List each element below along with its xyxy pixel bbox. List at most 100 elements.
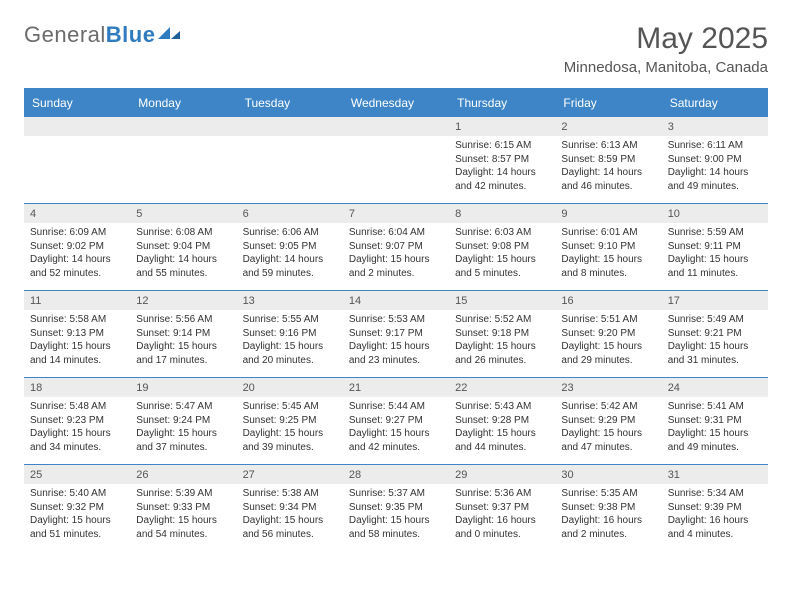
day-line: Sunset: 9:25 PM — [243, 414, 337, 428]
week-row: 25Sunrise: 5:40 AMSunset: 9:32 PMDayligh… — [24, 464, 768, 551]
day-line: Daylight: 15 hours and 56 minutes. — [243, 514, 337, 541]
day-body: Sunrise: 6:09 AMSunset: 9:02 PMDaylight:… — [24, 223, 130, 284]
day-cell: 8Sunrise: 6:03 AMSunset: 9:08 PMDaylight… — [449, 204, 555, 290]
day-cell — [343, 117, 449, 203]
day-line: Sunset: 9:13 PM — [30, 327, 124, 341]
day-line: Daylight: 14 hours and 46 minutes. — [561, 166, 655, 193]
day-line: Sunset: 9:17 PM — [349, 327, 443, 341]
day-line: Sunset: 9:38 PM — [561, 501, 655, 515]
day-line: Sunrise: 5:53 AM — [349, 313, 443, 327]
day-line: Sunrise: 5:48 AM — [30, 400, 124, 414]
day-line: Sunrise: 6:15 AM — [455, 139, 549, 153]
day-line: Daylight: 15 hours and 31 minutes. — [668, 340, 762, 367]
day-cell: 4Sunrise: 6:09 AMSunset: 9:02 PMDaylight… — [24, 204, 130, 290]
day-line: Sunrise: 6:08 AM — [136, 226, 230, 240]
day-number: 17 — [662, 291, 768, 310]
day-line: Sunset: 9:18 PM — [455, 327, 549, 341]
day-line: Daylight: 15 hours and 8 minutes. — [561, 253, 655, 280]
day-line: Sunset: 9:14 PM — [136, 327, 230, 341]
day-number: 3 — [662, 117, 768, 136]
day-body: Sunrise: 5:45 AMSunset: 9:25 PMDaylight:… — [237, 397, 343, 458]
day-line: Daylight: 14 hours and 49 minutes. — [668, 166, 762, 193]
day-line: Daylight: 15 hours and 14 minutes. — [30, 340, 124, 367]
day-number: 9 — [555, 204, 661, 223]
day-cell: 17Sunrise: 5:49 AMSunset: 9:21 PMDayligh… — [662, 291, 768, 377]
day-body: Sunrise: 6:08 AMSunset: 9:04 PMDaylight:… — [130, 223, 236, 284]
day-body: Sunrise: 6:06 AMSunset: 9:05 PMDaylight:… — [237, 223, 343, 284]
day-body: Sunrise: 6:03 AMSunset: 9:08 PMDaylight:… — [449, 223, 555, 284]
day-body: Sunrise: 6:04 AMSunset: 9:07 PMDaylight:… — [343, 223, 449, 284]
day-cell: 6Sunrise: 6:06 AMSunset: 9:05 PMDaylight… — [237, 204, 343, 290]
day-line: Sunrise: 5:39 AM — [136, 487, 230, 501]
day-line: Daylight: 15 hours and 37 minutes. — [136, 427, 230, 454]
day-cell: 18Sunrise: 5:48 AMSunset: 9:23 PMDayligh… — [24, 378, 130, 464]
day-line: Daylight: 14 hours and 55 minutes. — [136, 253, 230, 280]
day-line: Sunset: 9:11 PM — [668, 240, 762, 254]
location: Minnedosa, Manitoba, Canada — [564, 59, 768, 76]
day-line: Daylight: 15 hours and 23 minutes. — [349, 340, 443, 367]
day-line: Sunrise: 5:35 AM — [561, 487, 655, 501]
day-number: 15 — [449, 291, 555, 310]
day-line: Sunset: 9:07 PM — [349, 240, 443, 254]
day-line: Sunrise: 6:06 AM — [243, 226, 337, 240]
day-cell: 25Sunrise: 5:40 AMSunset: 9:32 PMDayligh… — [24, 465, 130, 551]
day-line: Sunset: 9:23 PM — [30, 414, 124, 428]
day-line: Sunrise: 5:47 AM — [136, 400, 230, 414]
day-line: Sunrise: 5:41 AM — [668, 400, 762, 414]
day-cell: 13Sunrise: 5:55 AMSunset: 9:16 PMDayligh… — [237, 291, 343, 377]
day-line: Sunset: 9:02 PM — [30, 240, 124, 254]
day-line: Sunset: 9:39 PM — [668, 501, 762, 515]
day-line: Sunset: 9:32 PM — [30, 501, 124, 515]
day-line: Sunrise: 5:52 AM — [455, 313, 549, 327]
week-row: 18Sunrise: 5:48 AMSunset: 9:23 PMDayligh… — [24, 377, 768, 464]
day-line: Daylight: 16 hours and 4 minutes. — [668, 514, 762, 541]
day-line: Sunrise: 6:03 AM — [455, 226, 549, 240]
title-block: May 2025 Minnedosa, Manitoba, Canada — [564, 22, 768, 76]
day-body — [237, 136, 343, 143]
day-line: Sunrise: 5:36 AM — [455, 487, 549, 501]
day-line: Daylight: 15 hours and 58 minutes. — [349, 514, 443, 541]
day-cell: 7Sunrise: 6:04 AMSunset: 9:07 PMDaylight… — [343, 204, 449, 290]
day-line: Sunset: 9:00 PM — [668, 153, 762, 167]
day-body: Sunrise: 6:11 AMSunset: 9:00 PMDaylight:… — [662, 136, 768, 197]
day-body: Sunrise: 5:41 AMSunset: 9:31 PMDaylight:… — [662, 397, 768, 458]
day-number: 16 — [555, 291, 661, 310]
day-line: Sunset: 9:10 PM — [561, 240, 655, 254]
day-body: Sunrise: 5:39 AMSunset: 9:33 PMDaylight:… — [130, 484, 236, 545]
day-cell: 22Sunrise: 5:43 AMSunset: 9:28 PMDayligh… — [449, 378, 555, 464]
day-cell — [237, 117, 343, 203]
day-cell: 15Sunrise: 5:52 AMSunset: 9:18 PMDayligh… — [449, 291, 555, 377]
calendar: SundayMondayTuesdayWednesdayThursdayFrid… — [24, 88, 768, 551]
day-number: 2 — [555, 117, 661, 136]
day-line: Daylight: 14 hours and 59 minutes. — [243, 253, 337, 280]
day-number: 30 — [555, 465, 661, 484]
day-line: Sunset: 9:35 PM — [349, 501, 443, 515]
day-number: 27 — [237, 465, 343, 484]
day-line: Sunset: 9:20 PM — [561, 327, 655, 341]
day-body — [24, 136, 130, 143]
day-line: Daylight: 15 hours and 2 minutes. — [349, 253, 443, 280]
day-cell: 28Sunrise: 5:37 AMSunset: 9:35 PMDayligh… — [343, 465, 449, 551]
day-line: Sunset: 9:04 PM — [136, 240, 230, 254]
day-number: 1 — [449, 117, 555, 136]
day-body — [130, 136, 236, 143]
day-cell: 11Sunrise: 5:58 AMSunset: 9:13 PMDayligh… — [24, 291, 130, 377]
weekday-header: Sunday — [24, 90, 130, 116]
day-cell: 12Sunrise: 5:56 AMSunset: 9:14 PMDayligh… — [130, 291, 236, 377]
day-line: Sunrise: 6:09 AM — [30, 226, 124, 240]
day-line: Sunrise: 5:59 AM — [668, 226, 762, 240]
day-body: Sunrise: 5:56 AMSunset: 9:14 PMDaylight:… — [130, 310, 236, 371]
day-line: Sunset: 9:27 PM — [349, 414, 443, 428]
weekday-header: Tuesday — [237, 90, 343, 116]
day-cell: 19Sunrise: 5:47 AMSunset: 9:24 PMDayligh… — [130, 378, 236, 464]
day-line: Sunset: 9:37 PM — [455, 501, 549, 515]
day-body: Sunrise: 5:48 AMSunset: 9:23 PMDaylight:… — [24, 397, 130, 458]
day-cell — [24, 117, 130, 203]
day-line: Sunrise: 5:44 AM — [349, 400, 443, 414]
day-cell: 30Sunrise: 5:35 AMSunset: 9:38 PMDayligh… — [555, 465, 661, 551]
day-line: Daylight: 15 hours and 42 minutes. — [349, 427, 443, 454]
day-line: Sunset: 8:59 PM — [561, 153, 655, 167]
day-line: Sunset: 9:28 PM — [455, 414, 549, 428]
day-line: Sunrise: 5:45 AM — [243, 400, 337, 414]
day-body: Sunrise: 5:52 AMSunset: 9:18 PMDaylight:… — [449, 310, 555, 371]
